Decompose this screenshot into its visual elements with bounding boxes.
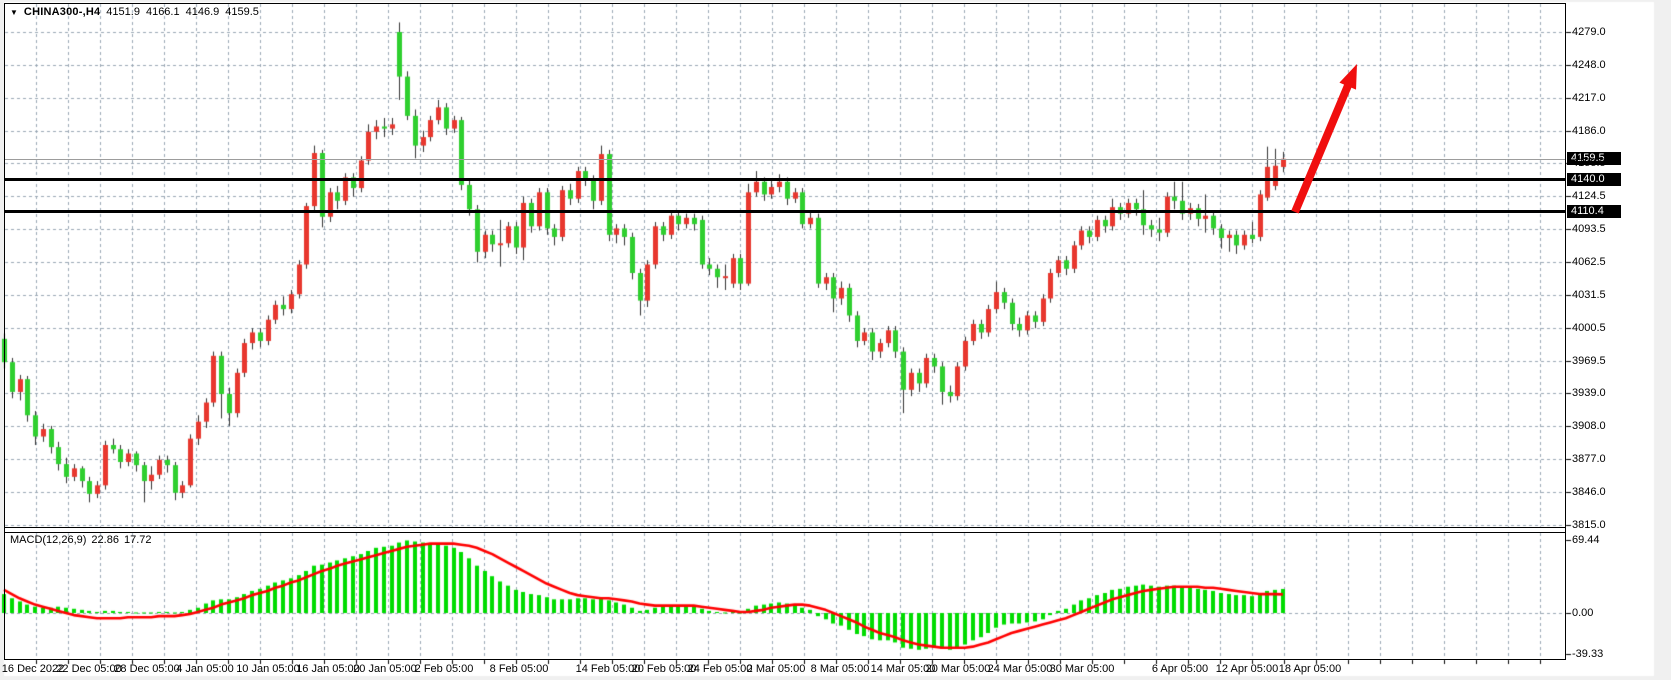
line-price-badge-4140: 4140.0 [1567, 173, 1621, 186]
price-axis-label: 3846.0 [1572, 485, 1606, 498]
quote-high: 4166.1 [145, 6, 180, 18]
macd-indicator-label: MACD(12,26,9) 22.86 17.72 [10, 534, 151, 546]
price-axis-label: 4124.5 [1572, 190, 1606, 203]
time-axis-label: 2 Feb 05:00 [414, 663, 474, 675]
price-axis-label: 3969.5 [1572, 354, 1606, 367]
price-axis-label: 4217.0 [1572, 91, 1606, 104]
time-axis-label: 28 Dec 05:00 [114, 663, 180, 675]
plot-border [4, 3, 1566, 660]
price-axis-label: 4000.5 [1572, 321, 1606, 334]
panel-separator[interactable] [5, 527, 1565, 533]
time-axis-label: 10 Jan 05:00 [236, 663, 300, 675]
time-axis-label: 16 Dec 2022 [1, 663, 65, 675]
symbol-dropdown-icon[interactable]: ▼ [10, 7, 18, 17]
time-axis-label: 24 Feb 05:00 [687, 663, 753, 675]
time-axis-label: 30 Mar 05:00 [1049, 663, 1115, 675]
macd-signal-value: 17.72 [123, 534, 152, 546]
horizontal-line-4140[interactable] [5, 178, 1565, 181]
price-axis-label: 3877.0 [1572, 452, 1606, 465]
price-axis-label: 3939.0 [1572, 386, 1606, 399]
macd-axis-label: 0.00 [1572, 607, 1594, 619]
time-axis-label: 14 Feb 05:00 [575, 663, 641, 675]
quote-low: 4146.9 [185, 6, 220, 18]
price-axis-label: 4279.0 [1572, 26, 1606, 38]
price-axis-label: 4248.0 [1572, 58, 1606, 71]
time-axis-label: 4 Jan 05:00 [176, 663, 234, 675]
time-axis-label: 20 Mar 05:00 [925, 663, 991, 675]
horizontal-line-4110[interactable] [5, 210, 1565, 213]
price-axis-label: 3815.0 [1572, 518, 1606, 531]
line-price-badge-4110: 4110.4 [1567, 205, 1621, 218]
time-axis-label: 20 Feb 05:00 [631, 663, 697, 675]
time-axis-label: 14 Mar 05:00 [870, 663, 936, 675]
macd-name: MACD(12,26,9) [10, 534, 87, 546]
current-price-badge: 4159.5 [1567, 152, 1621, 165]
price-axis-label: 4031.5 [1572, 288, 1606, 301]
time-axis-label: 12 Apr 05:00 [1215, 663, 1279, 675]
price-axis-label: 4186.0 [1572, 124, 1606, 137]
time-axis-label: 22 Dec 05:00 [56, 663, 122, 675]
time-axis-label: 18 Apr 05:00 [1278, 663, 1342, 675]
chart-title: ▼ CHINA300-,H4 4151.9 4166.1 4146.9 4159… [10, 6, 259, 18]
time-axis-label: 8 Feb 05:00 [489, 663, 549, 675]
macd-axis-label: 69.44 [1572, 533, 1600, 546]
time-axis-label: 2 Mar 05:00 [746, 663, 806, 675]
quote-open: 4151.9 [106, 6, 140, 18]
time-axis-label: 20 Jan 05:00 [353, 663, 417, 675]
price-axis-label: 4062.5 [1572, 255, 1606, 268]
macd-axis-label: -39.33 [1572, 648, 1604, 661]
symbol-timeframe-label: CHINA300-,H4 [23, 6, 101, 18]
time-axis-label: 16 Jan 05:00 [296, 663, 360, 675]
price-axis-label: 4093.5 [1572, 222, 1606, 235]
price-axis-label: 3908.0 [1572, 419, 1606, 432]
macd-main-value: 22.86 [91, 534, 119, 546]
price-axis-label: 4155.5 [1572, 157, 1606, 170]
quote-close: 4159.5 [225, 6, 259, 18]
time-axis-label: 24 Mar 05:00 [987, 663, 1053, 675]
time-axis-label: 8 Mar 05:00 [810, 663, 870, 675]
time-axis-label: 6 Apr 05:00 [1151, 663, 1209, 675]
current-price-line [5, 159, 1565, 160]
